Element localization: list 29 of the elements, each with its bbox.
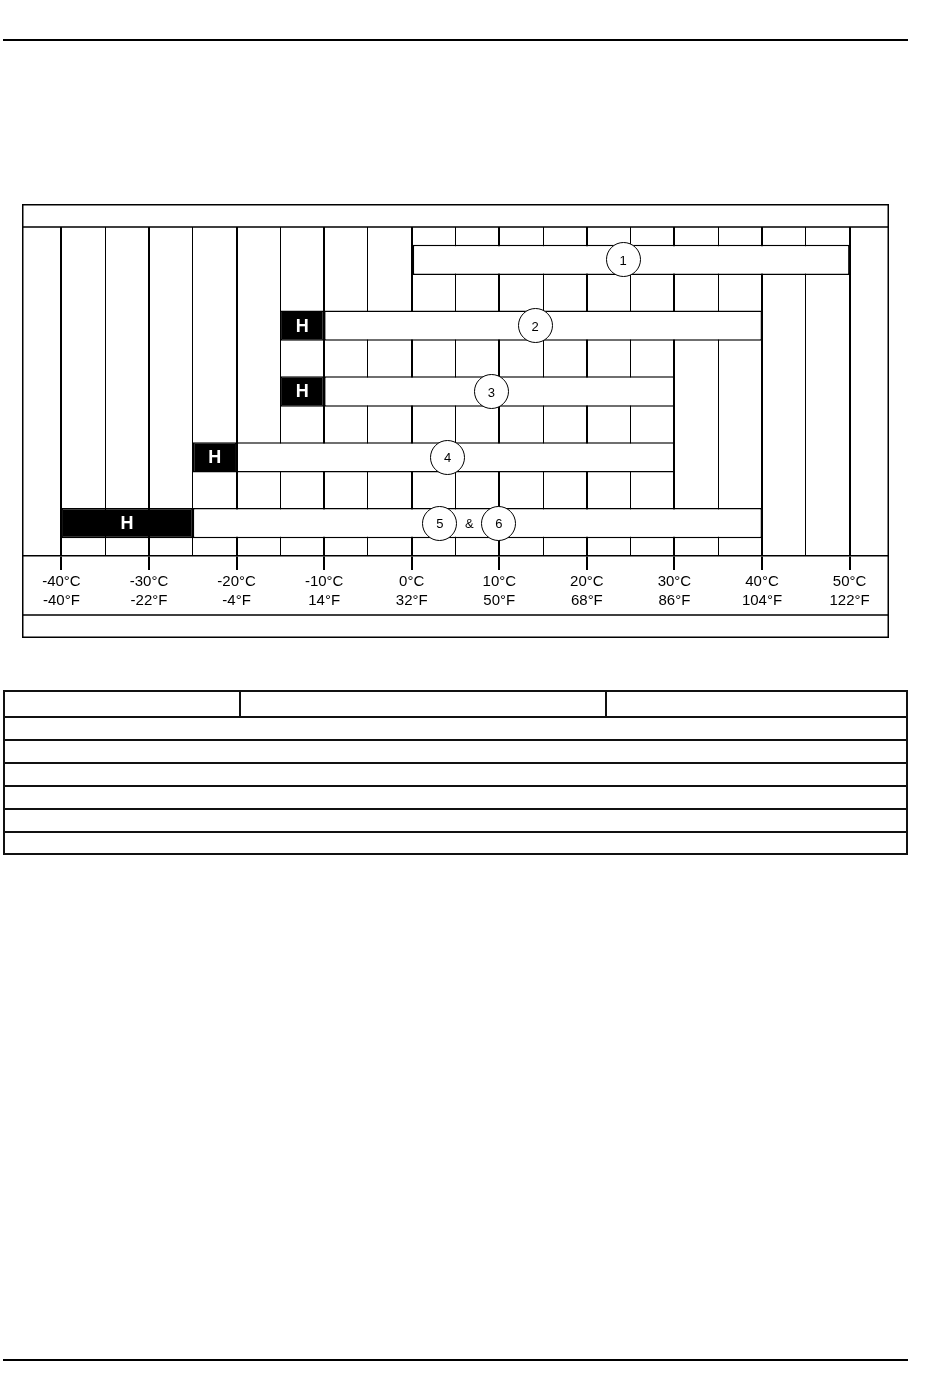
y-tick-label: 1 xyxy=(619,252,627,268)
y-tick-label: 2 xyxy=(531,318,539,334)
x-tick-label: 10°C xyxy=(482,571,517,589)
text: H xyxy=(120,513,134,534)
x2-tick-label: 122°F xyxy=(829,590,870,608)
x-tick-label: 0°C xyxy=(399,571,425,589)
x2-tick-label: 104°F xyxy=(741,590,783,608)
x2-tick-label: 50°F xyxy=(483,590,516,608)
series-label: H xyxy=(208,447,222,468)
x2-tick-label: -22°F xyxy=(130,590,168,608)
x-tick-label: 40°C xyxy=(745,571,779,589)
y-tick-label: 3 xyxy=(487,384,495,400)
x-tick-label: 20°C xyxy=(570,571,604,589)
text: H xyxy=(295,315,309,336)
x2-tick-label: -4°F xyxy=(222,590,251,608)
x-tick-label: -20°C xyxy=(217,571,256,589)
x-tick-label: 30°C xyxy=(657,571,692,589)
x-tick-label: -10°C xyxy=(304,571,344,589)
x-tick-label: 50°C xyxy=(832,571,867,589)
x-tick-label: -30°C xyxy=(129,571,169,589)
y-tick-label: 4 xyxy=(443,450,452,466)
x2-tick-label: 32°F xyxy=(395,590,428,608)
x2-tick-label: 86°F xyxy=(658,590,691,608)
x2-tick-label: -40°F xyxy=(42,590,80,608)
text: H xyxy=(295,381,309,402)
y-tick-label: 5 & 6 xyxy=(436,516,512,532)
x2-tick-label: 14°F xyxy=(308,590,341,608)
x2-tick-label: 68°F xyxy=(570,590,603,608)
x-tick-label: -40°C xyxy=(42,571,81,589)
